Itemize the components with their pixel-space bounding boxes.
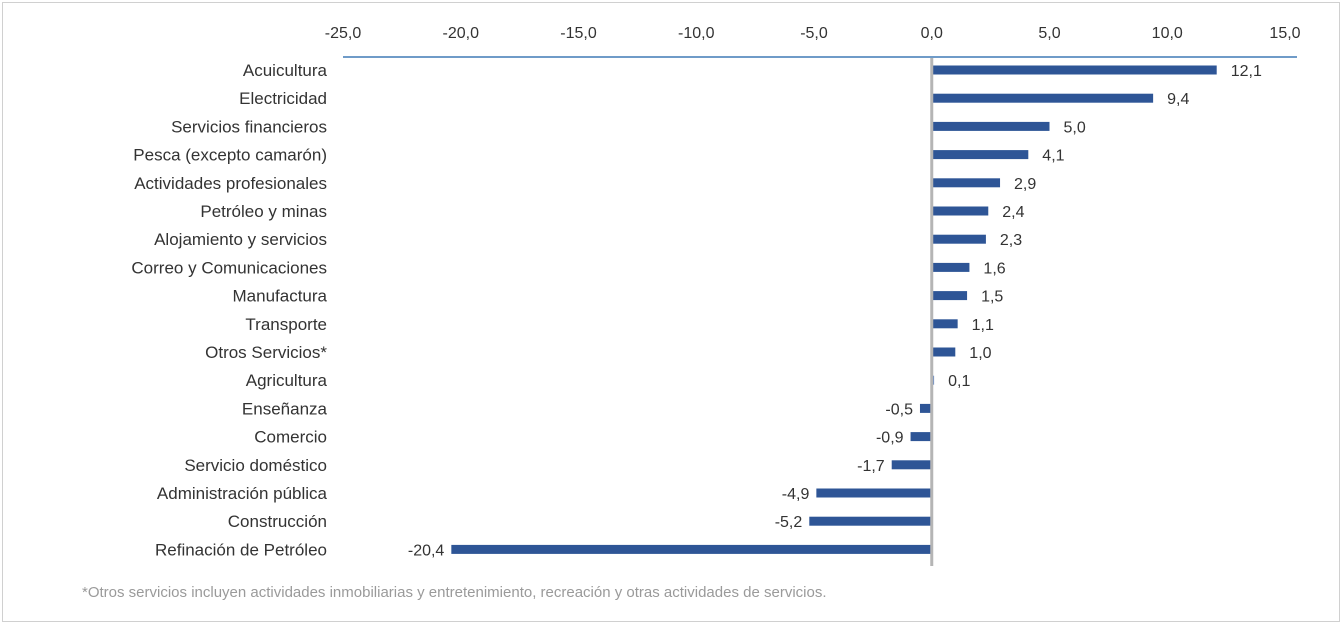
data-label: 12,1 bbox=[1231, 63, 1262, 80]
category-label: Agricultura bbox=[246, 371, 328, 390]
category-label: Petróleo y minas bbox=[200, 202, 327, 221]
category-label: Pesca (excepto camarón) bbox=[133, 146, 327, 165]
bar bbox=[931, 234, 986, 244]
bar bbox=[931, 178, 1001, 188]
data-label: 1,0 bbox=[969, 345, 991, 362]
data-label: 0,1 bbox=[948, 373, 970, 390]
bar bbox=[910, 432, 932, 442]
data-label: 1,5 bbox=[981, 289, 1003, 306]
category-label: Acuicultura bbox=[243, 61, 328, 80]
bar bbox=[931, 121, 1050, 131]
category-label: Otros Servicios* bbox=[205, 343, 327, 362]
bar bbox=[451, 544, 932, 554]
bar bbox=[931, 206, 989, 216]
data-label: -0,5 bbox=[885, 401, 913, 418]
category-label: Alojamiento y servicios bbox=[154, 230, 327, 249]
bar bbox=[931, 347, 956, 357]
data-label: 4,1 bbox=[1042, 148, 1064, 165]
bar bbox=[931, 150, 1029, 160]
category-label: Administración pública bbox=[157, 484, 328, 503]
x-tick-label: 10,0 bbox=[1152, 25, 1183, 42]
category-label: Servicios financieros bbox=[171, 117, 327, 136]
data-label: -5,2 bbox=[775, 514, 803, 531]
category-label: Comercio bbox=[254, 428, 327, 447]
data-label: 5,0 bbox=[1064, 119, 1086, 136]
category-label: Enseñanza bbox=[242, 399, 328, 418]
data-label: -4,9 bbox=[782, 486, 810, 503]
category-label: Refinación de Petróleo bbox=[155, 540, 327, 559]
bar bbox=[931, 291, 968, 301]
bar-chart: -25,0 -20,0 -15,0 -10,0 -5,0 0,0 5,0 10,0 15,0 A… bbox=[131, 25, 1301, 566]
footnote: *Otros servicios incluyen actividades in… bbox=[82, 584, 827, 601]
bar bbox=[931, 93, 1154, 103]
data-label: -20,4 bbox=[408, 542, 445, 559]
x-tick-label: 0,0 bbox=[921, 25, 943, 42]
x-tick-label: -20,0 bbox=[443, 25, 480, 42]
category-label: Manufactura bbox=[233, 287, 328, 306]
data-label: 1,6 bbox=[983, 260, 1005, 277]
data-label: 9,4 bbox=[1167, 91, 1189, 108]
bar bbox=[891, 460, 932, 470]
x-tick-label: -5,0 bbox=[800, 25, 828, 42]
data-label: -1,7 bbox=[857, 458, 885, 475]
category-label: Electricidad bbox=[239, 89, 327, 108]
x-tick-label: -10,0 bbox=[678, 25, 715, 42]
data-label: 1,1 bbox=[972, 317, 994, 334]
category-label: Correo y Comunicaciones bbox=[131, 258, 327, 277]
bars-group bbox=[451, 65, 1217, 554]
category-label: Transporte bbox=[245, 315, 327, 334]
data-label: 2,3 bbox=[1000, 232, 1022, 249]
bar bbox=[809, 516, 932, 526]
category-label: Actividades profesionales bbox=[134, 174, 327, 193]
bar bbox=[931, 65, 1217, 75]
data-label: 2,9 bbox=[1014, 176, 1036, 193]
data-label: 2,4 bbox=[1002, 204, 1024, 221]
x-tick-label: -25,0 bbox=[325, 25, 362, 42]
bar bbox=[816, 488, 932, 498]
category-label: Servicio doméstico bbox=[184, 456, 327, 475]
x-tick-label: -15,0 bbox=[560, 25, 597, 42]
bar bbox=[931, 319, 958, 329]
category-label: Construcción bbox=[228, 512, 327, 531]
bar bbox=[931, 262, 970, 272]
bar bbox=[919, 403, 932, 413]
labels-group: Acuicultura 12,1 Electricidad 9,4 Servicios … bbox=[131, 61, 1262, 559]
x-tick-label: 15,0 bbox=[1269, 25, 1300, 42]
x-tick-label: 5,0 bbox=[1038, 25, 1060, 42]
data-label: -0,9 bbox=[876, 430, 904, 447]
x-axis: -25,0 -20,0 -15,0 -10,0 -5,0 0,0 5,0 10,0 15,0 bbox=[325, 25, 1301, 58]
